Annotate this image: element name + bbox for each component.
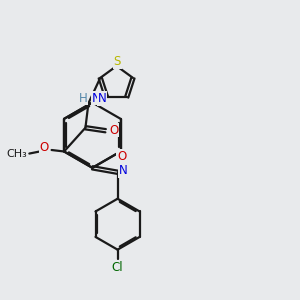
Text: H: H xyxy=(79,92,88,105)
Text: S: S xyxy=(113,55,121,68)
Text: N: N xyxy=(92,92,101,105)
Text: CH₃: CH₃ xyxy=(6,148,27,159)
Text: N: N xyxy=(118,164,127,177)
Text: O: O xyxy=(117,150,126,163)
Text: O: O xyxy=(109,124,119,136)
Text: N: N xyxy=(98,92,106,105)
Text: Cl: Cl xyxy=(112,261,123,274)
Text: O: O xyxy=(40,140,49,154)
